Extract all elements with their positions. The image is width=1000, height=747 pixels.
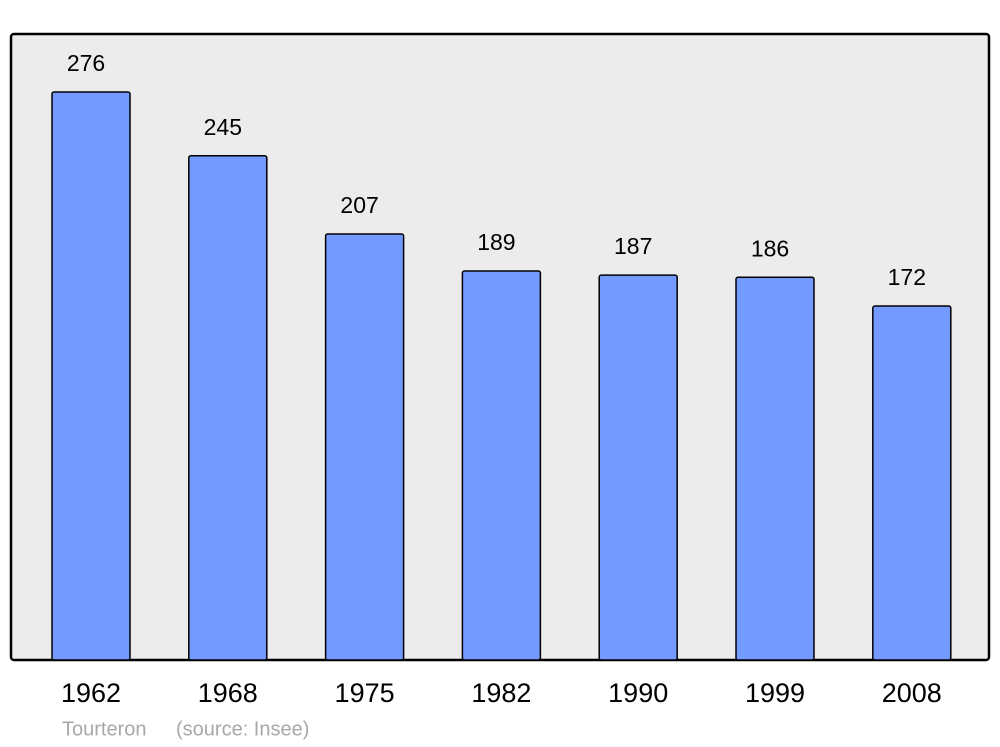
place-label: Tourteron [62, 718, 147, 740]
x-tick-label: 2008 [882, 678, 942, 708]
value-label: 276 [67, 50, 105, 76]
x-tick-label: 1999 [745, 678, 805, 708]
x-tick-label: 1990 [608, 678, 668, 708]
value-label: 187 [614, 233, 652, 259]
x-tick-label: 1982 [471, 678, 531, 708]
x-tick-label: 1962 [61, 678, 121, 708]
bar [324, 233, 405, 661]
value-label: 172 [888, 264, 926, 290]
value-label: 245 [204, 114, 242, 140]
x-tick-label: 1975 [335, 678, 395, 708]
value-label: 186 [751, 235, 789, 261]
bar [872, 305, 952, 661]
source-label: (source: Insee) [176, 718, 309, 740]
x-tick-label: 1968 [198, 678, 258, 708]
bar [51, 91, 131, 661]
bar [598, 274, 678, 661]
value-label: 207 [340, 192, 378, 218]
bar [188, 155, 268, 661]
value-label: 189 [477, 229, 515, 255]
bar [461, 270, 542, 661]
bar [735, 276, 815, 661]
